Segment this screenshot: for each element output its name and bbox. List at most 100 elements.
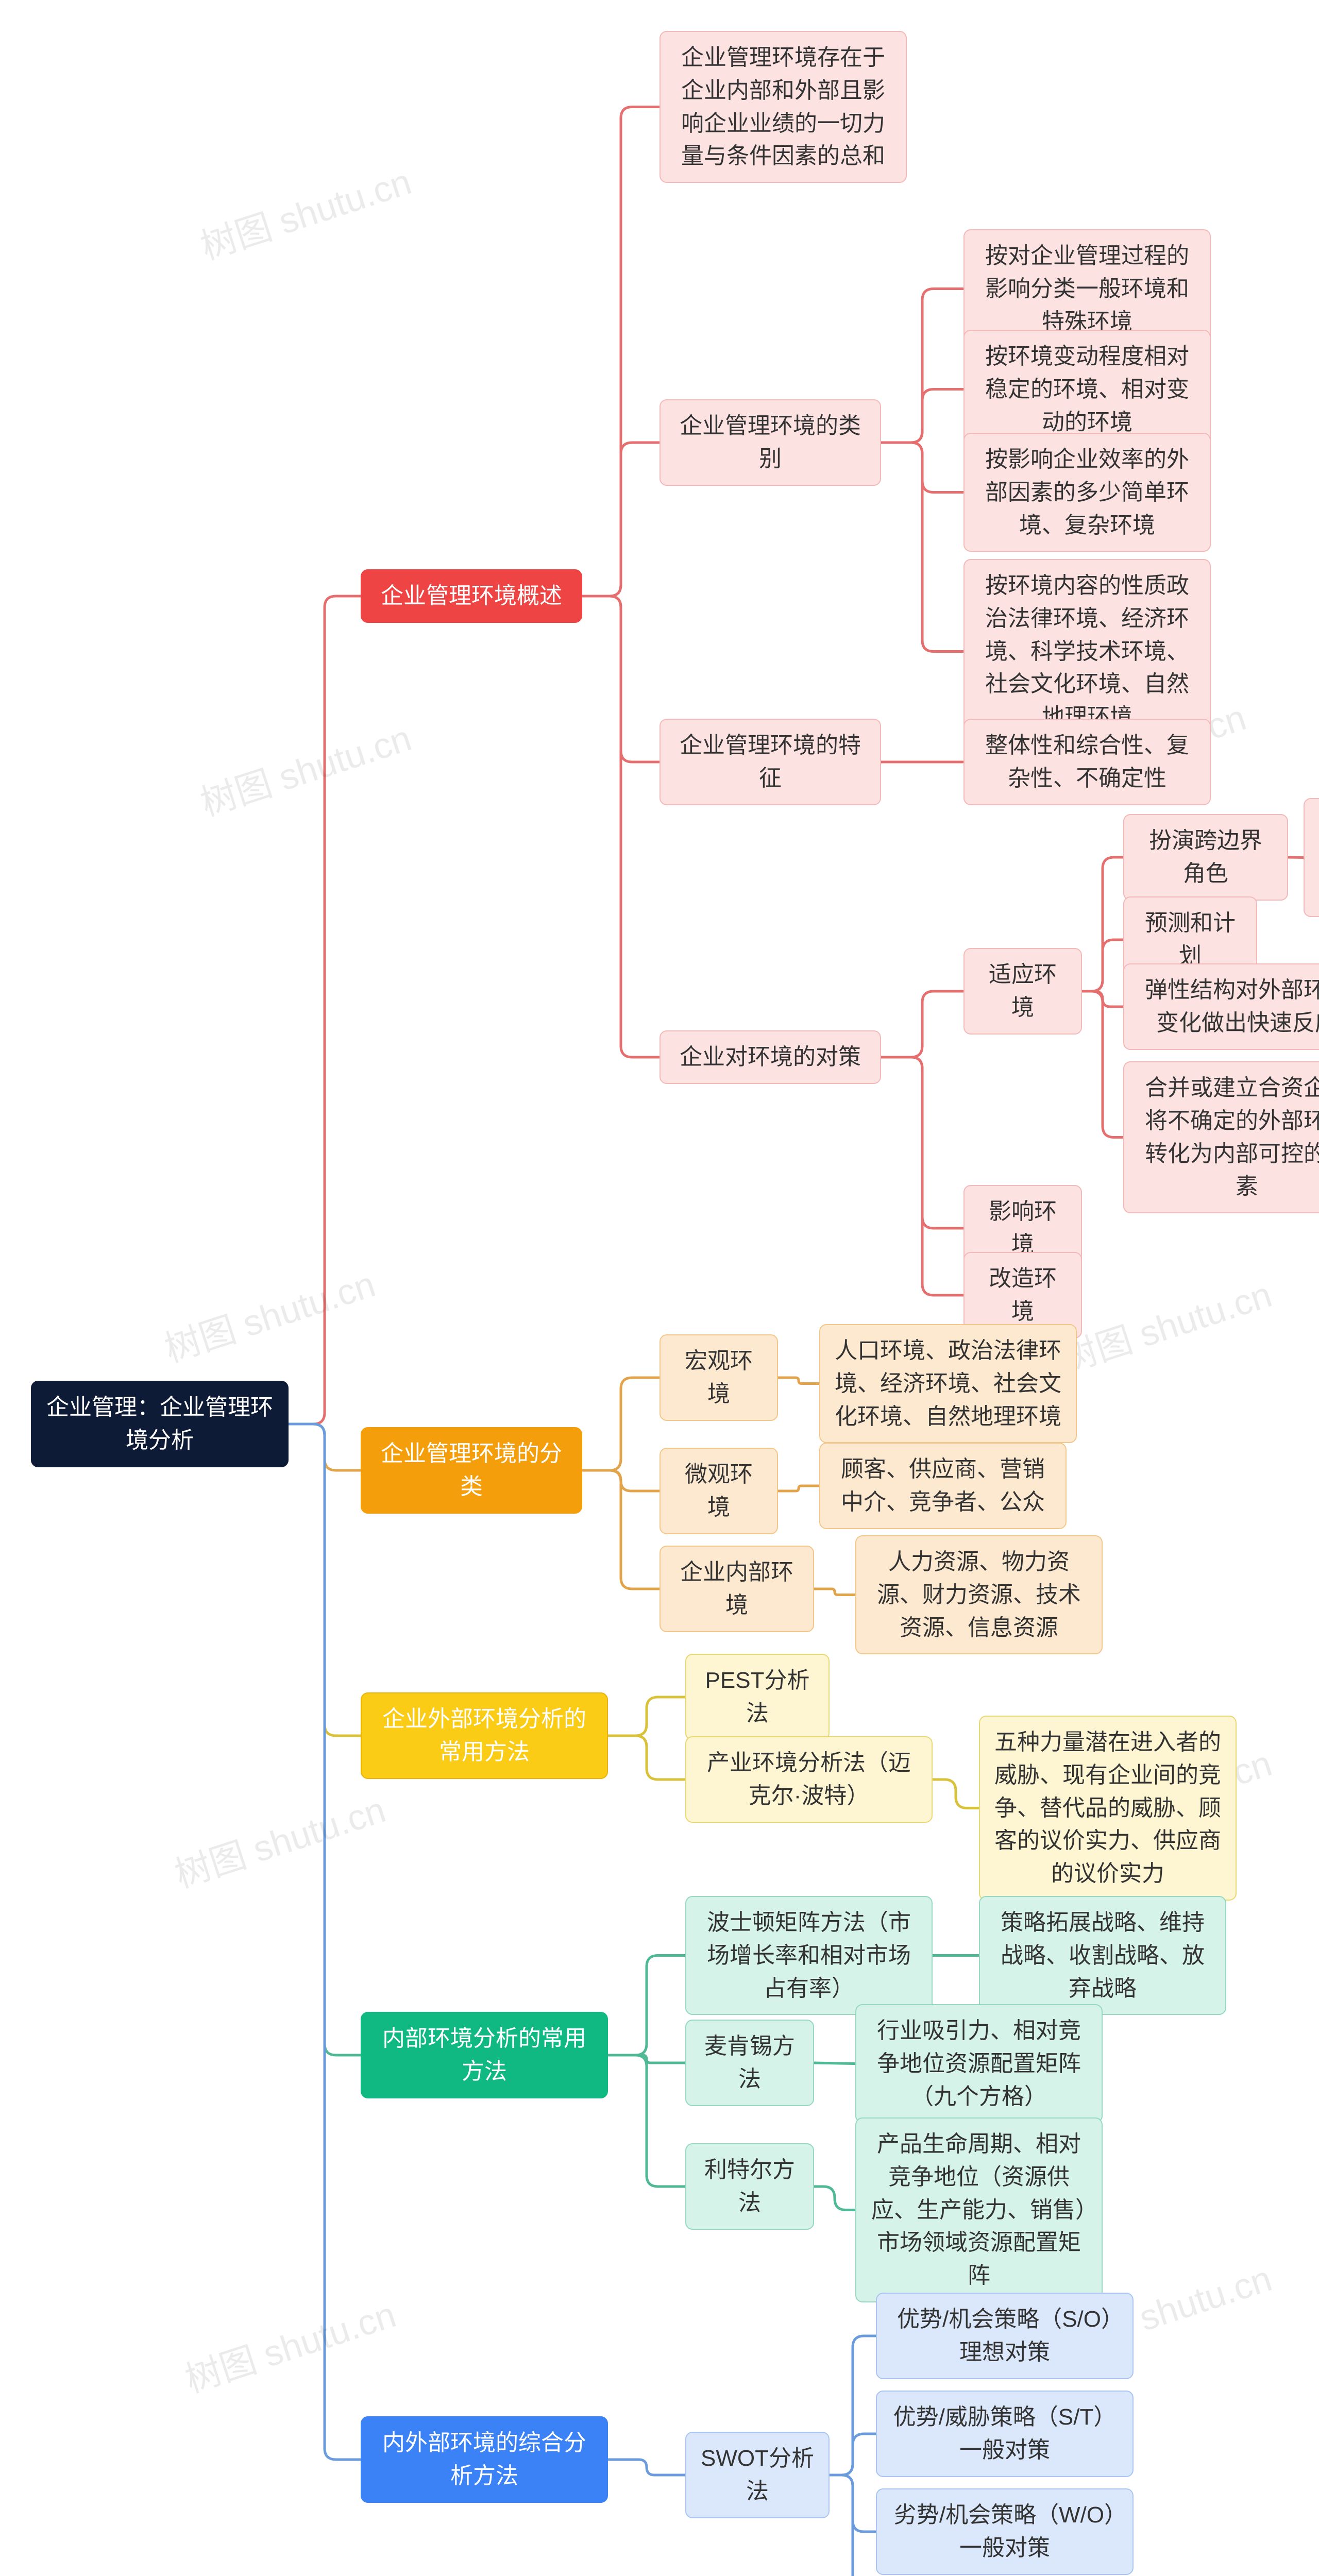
node-label: 按环境变动程度相对稳定的环境、相对变动的环境 [979, 340, 1195, 438]
edge-b2-b2n3 [582, 1470, 660, 1589]
edge-b2n2-b2n2d [778, 1486, 819, 1491]
edge-b5n1-b5n1d [830, 2475, 876, 2576]
mindmap-node-b1n4a4: 合并或建立合资企业将不确定的外部环境转化为内部可控的因素 [1123, 1061, 1319, 1213]
node-label: 企业管理环境概述 [381, 580, 562, 613]
edge-b1-b1n2 [582, 443, 660, 596]
node-label: 按对企业管理过程的影响分类一般环境和特殊环境 [979, 240, 1195, 338]
mindmap-node-b4n1: 波士顿矩阵方法（市场增长率和相对市场占有率） [685, 1896, 933, 2015]
node-label: 改造环境 [979, 1262, 1067, 1328]
edge-b3n2-b3n2d [933, 1780, 979, 1808]
node-label: 企业管理环境存在于企业内部和外部且影响企业业绩的一切力量与条件因素的总和 [675, 41, 891, 173]
edge-b3-b3n1 [608, 1697, 685, 1736]
edge-b1n4-b1n4c [881, 1057, 963, 1295]
edge-b5n1-b5n1c [830, 2475, 876, 2532]
node-label: 弹性结构对外部环境变化做出快速反应 [1139, 974, 1319, 1040]
edge-b1-b1n1 [582, 107, 660, 597]
node-label: 企业管理环境的分类 [376, 1437, 567, 1503]
mindmap-node-b1: 企业管理环境概述 [361, 569, 582, 623]
mindmap-node-b1n4a: 适应环境 [963, 948, 1082, 1035]
node-label: 优势/机会策略（S/O）理想对策 [891, 2303, 1118, 2369]
edge-b1n4-b1n4a [881, 991, 963, 1057]
edge-b1n4a1-b1n4a1d [1288, 857, 1304, 858]
mindmap-node-b4n3: 利特尔方法 [685, 2143, 814, 2230]
node-label: 企业管理环境的特征 [675, 729, 866, 795]
mindmap-node-b3: 企业外部环境分析的常用方法 [361, 1692, 608, 1779]
edge-b1n4a-b1n4a1 [1082, 857, 1123, 991]
edge-root-b2 [289, 1424, 361, 1470]
edge-b1n4a-b1n4a4 [1082, 991, 1123, 1138]
mindmap-node-b2: 企业管理环境的分类 [361, 1427, 582, 1514]
node-label: 五种力量潜在进入者的威胁、现有企业间的竞争、替代品的威胁、顾客的议价实力、供应商… [994, 1726, 1221, 1890]
mindmap-node-b5n1c: 劣势/机会策略（W/O）一般对策 [876, 2488, 1134, 2575]
mindmap-node-b2n3d: 人力资源、物力资源、财力资源、技术资源、信息资源 [855, 1535, 1103, 1654]
node-label: 内部环境分析的常用方法 [376, 2022, 593, 2088]
mindmap-node-b2n1d: 人口环境、政治法律环境、经济环境、社会文化环境、自然地理环境 [819, 1324, 1077, 1443]
edge-root-b5 [289, 1424, 361, 2460]
edge-root-b1 [289, 596, 361, 1424]
node-label: 优势/威胁策略（S/T）一般对策 [891, 2401, 1118, 2467]
mindmap-node-b3n1: PEST分析法 [685, 1654, 830, 1740]
node-label: 宏观环境 [675, 1345, 763, 1411]
node-label: 波士顿矩阵方法（市场增长率和相对市场占有率） [701, 1906, 917, 2005]
mindmap-node-b4n2: 麦肯锡方法 [685, 2020, 814, 2106]
edge-root-b4 [289, 1424, 361, 2055]
edge-b1n2-b1n2d [881, 443, 963, 652]
mindmap-node-b5n1b: 优势/威胁策略（S/T）一般对策 [876, 2391, 1134, 2477]
mindmap-node-b1n2c: 按影响企业效率的外部因素的多少简单环境、复杂环境 [963, 433, 1211, 552]
edge-b2n3-b2n3d [814, 1589, 855, 1595]
mindmap-node-b2n3: 企业内部环境 [660, 1546, 814, 1632]
node-label: 适应环境 [979, 958, 1067, 1024]
node-label: 顾客、供应商、营销中介、竞争者、公众 [835, 1453, 1051, 1519]
node-label: 企业管理环境的类别 [675, 410, 866, 476]
edge-b1n4a-b1n4a3 [1082, 991, 1123, 1007]
edge-b2-b2n2 [582, 1470, 660, 1491]
node-label: 策略拓展战略、维持战略、收割战略、放弃战略 [994, 1906, 1211, 2005]
edge-b1n2-b1n2b [881, 389, 963, 443]
edge-b5n1-b5n1b [830, 2434, 876, 2475]
watermark: 树图 shutu.cn [157, 1256, 381, 1372]
edge-b2n1-b2n1d [778, 1378, 819, 1384]
edge-b4-b4n3 [608, 2055, 685, 2187]
node-label: 整体性和综合性、复杂性、不确定性 [979, 729, 1195, 795]
node-label: 劣势/机会策略（W/O）一般对策 [891, 2499, 1118, 2565]
mindmap-node-b5: 内外部环境的综合分析方法 [361, 2416, 608, 2503]
mindmap-node-b4n3d: 产品生命周期、相对竞争地位（资源供应、生产能力、销售）市场领域资源配置矩阵 [855, 2117, 1103, 2302]
mindmap-node-root: 企业管理：企业管理环境分析 [31, 1381, 289, 1467]
node-label: 企业外部环境分析的常用方法 [376, 1703, 593, 1769]
edge-b3-b3n2 [608, 1736, 685, 1780]
watermark: 树图 shutu.cn [178, 2286, 402, 2403]
edge-b5n1-b5n1a [830, 2336, 876, 2475]
mindmap-node-b1n3: 企业管理环境的特征 [660, 719, 881, 805]
mindmap-node-b4: 内部环境分析的常用方法 [361, 2012, 608, 2098]
edge-b4-b4n1 [608, 1956, 685, 2056]
edge-b5-b5n1 [608, 2460, 685, 2475]
node-label: 企业内部环境 [675, 1556, 799, 1622]
node-label: 扮演跨边界角色 [1139, 824, 1273, 890]
node-label: 企业管理：企业管理环境分析 [46, 1391, 273, 1457]
node-label: 预测和计划 [1139, 907, 1242, 973]
node-label: 利特尔方法 [701, 2154, 799, 2219]
mindmap-node-b2n2: 微观环境 [660, 1448, 778, 1534]
node-label: PEST分析法 [701, 1664, 814, 1730]
edge-b2-b2n1 [582, 1378, 660, 1470]
mindmap-node-b1n3a: 整体性和综合性、复杂性、不确定性 [963, 719, 1211, 805]
mindmap-node-b3n2: 产业环境分析法（迈克尔·波特） [685, 1736, 933, 1823]
mindmap-node-b2n1: 宏观环境 [660, 1334, 778, 1421]
edge-b1-b1n3 [582, 596, 660, 762]
node-label: 麦肯锡方法 [701, 2030, 799, 2096]
node-label: 行业吸引力、相对竞争地位资源配置矩阵（九个方格） [871, 2014, 1087, 2113]
node-label: 内外部环境的综合分析方法 [376, 2427, 593, 2493]
mindmap-node-b1n4a3: 弹性结构对外部环境变化做出快速反应 [1123, 963, 1319, 1050]
edge-b1-b1n4 [582, 596, 660, 1057]
mindmap-node-b2n2d: 顾客、供应商、营销中介、竞争者、公众 [819, 1443, 1067, 1529]
node-label: 企业对环境的对策 [680, 1041, 861, 1074]
mindmap-canvas: 树图 shutu.cn 树图 shutu.cn 树图 shutu.cn 树图 shut… [0, 0, 1319, 2576]
watermark: 树图 shutu.cn [1054, 1266, 1278, 1383]
node-label: 合并或建立合资企业将不确定的外部环境转化为内部可控的因素 [1139, 1072, 1319, 1203]
edge-b1n4-b1n4b [881, 1057, 963, 1228]
mindmap-node-b1n2b: 按环境变动程度相对稳定的环境、相对变动的环境 [963, 330, 1211, 449]
node-label: SWOT分析法 [701, 2442, 814, 2508]
watermark: 树图 shutu.cn [193, 709, 417, 826]
mindmap-node-b5n1a: 优势/机会策略（S/O）理想对策 [876, 2293, 1134, 2379]
edge-root-b3 [289, 1424, 361, 1736]
